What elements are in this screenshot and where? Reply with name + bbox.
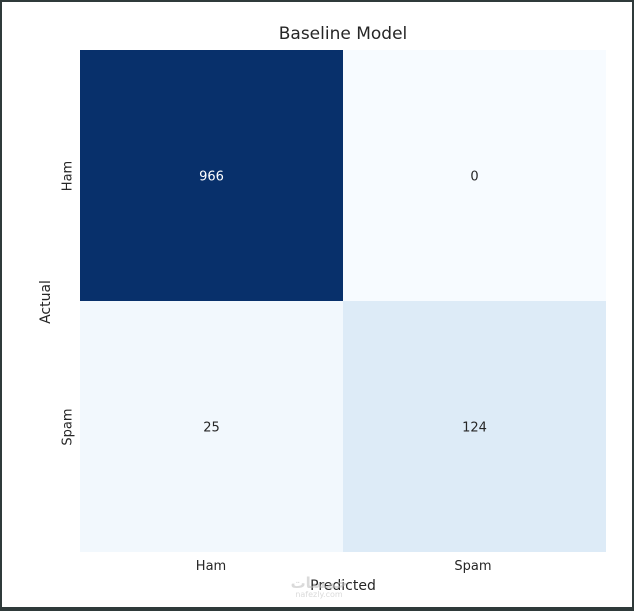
watermark-logo: خمسات nafezly.com — [274, 574, 364, 599]
watermark-logo-text: خمسات — [290, 574, 348, 592]
y-tick-label-ham: Ham — [60, 160, 76, 192]
y-axis-label: Actual — [38, 280, 54, 324]
x-axis-label: Predicted — [310, 578, 376, 594]
heatmap-cell-ham-spam — [343, 50, 606, 301]
heatmap-cell-spam-spam — [343, 301, 606, 552]
cell-value-label: 966 — [199, 170, 224, 185]
x-tick-label-spam: Spam — [454, 559, 492, 574]
cell-value-label: 25 — [203, 421, 220, 436]
watermark-url: nafezly.com — [295, 590, 343, 599]
cell-value-label: 124 — [462, 421, 487, 436]
y-tick-label-spam: Spam — [60, 408, 76, 446]
x-tick-label-ham: Ham — [195, 559, 227, 574]
heatmap-cell-ham-ham — [80, 50, 343, 301]
chart-title: Baseline Model — [278, 24, 408, 44]
heatmap-cell-spam-ham — [80, 301, 343, 552]
cell-value-label: 0 — [470, 170, 478, 185]
